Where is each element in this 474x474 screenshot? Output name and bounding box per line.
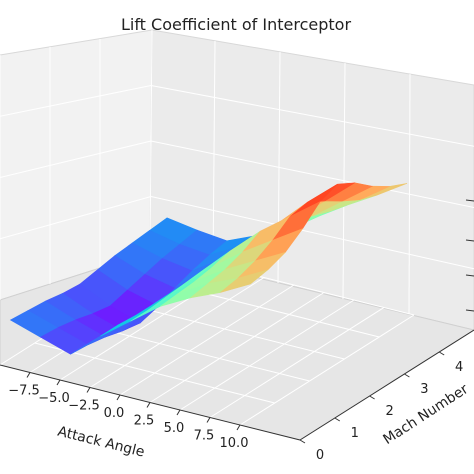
y-tick-labels: 012345 bbox=[299, 330, 474, 463]
y-tick-mark bbox=[404, 373, 410, 378]
x-tick-mark bbox=[116, 394, 121, 401]
y-axis-line bbox=[299, 329, 474, 441]
chart-title: Lift Coefficient of Interceptor bbox=[121, 15, 352, 34]
floor-grid-line bbox=[119, 284, 295, 396]
z-tick-marks bbox=[465, 199, 474, 312]
y-tick-label: 0 bbox=[316, 448, 324, 463]
y-tick-label: 4 bbox=[455, 360, 463, 375]
y-tick-mark bbox=[369, 395, 375, 400]
z-tick-mark bbox=[465, 309, 474, 312]
x-tick-mark bbox=[236, 424, 241, 431]
x-tick-mark bbox=[176, 409, 181, 416]
wall-grid-line bbox=[0, 85, 152, 117]
x-tick-mark bbox=[206, 417, 211, 423]
x-tick-mark bbox=[86, 387, 91, 393]
z-tick-mark bbox=[465, 274, 474, 277]
z-tick-mark bbox=[465, 199, 474, 202]
wall-grid-line bbox=[150, 196, 474, 270]
floor-grid-line bbox=[239, 314, 415, 426]
floor-grid-line bbox=[34, 342, 275, 404]
y-tick-mark bbox=[299, 439, 306, 444]
surface bbox=[9, 182, 408, 355]
floor-grid-line bbox=[209, 307, 385, 418]
y-tick-mark bbox=[334, 417, 341, 422]
x-tick-label: 0.0 bbox=[104, 406, 125, 421]
axes-panes bbox=[0, 29, 474, 441]
x-tick-label: 5.0 bbox=[164, 421, 185, 436]
wall-grid-line bbox=[0, 140, 152, 178]
z-tick-mark bbox=[465, 239, 474, 242]
x-tick-mark bbox=[26, 372, 31, 378]
x-tick-label: 10.0 bbox=[220, 436, 249, 451]
x-tick-mark bbox=[56, 379, 61, 386]
floor-grid-line bbox=[149, 292, 325, 403]
x-tick-label: −5.0 bbox=[38, 391, 70, 406]
floor-grid-line bbox=[179, 299, 355, 411]
wall-grid-line bbox=[0, 196, 152, 240]
y-tick-label: 3 bbox=[420, 382, 428, 397]
y-tick-label: 1 bbox=[351, 426, 359, 441]
floor-grid-line bbox=[89, 277, 265, 388]
x-tick-labels: −7.5−5.0−2.5 0.0 2.5 5.0 7.5 10.0 bbox=[8, 372, 249, 451]
y-tick-mark bbox=[438, 351, 445, 356]
x-axis-label: Attack Angle bbox=[56, 424, 146, 461]
y-tick-label: 2 bbox=[385, 404, 393, 419]
x-tick-label: −2.5 bbox=[68, 399, 100, 414]
wall-grid-line bbox=[150, 140, 474, 208]
x-tick-label: 7.5 bbox=[194, 429, 215, 444]
x-tick-label: 2.5 bbox=[134, 414, 155, 429]
x-tick-label: −7.5 bbox=[8, 384, 40, 399]
wall-grid-line bbox=[150, 85, 474, 147]
surface-patch bbox=[220, 269, 269, 293]
x-tick-mark bbox=[146, 402, 151, 408]
